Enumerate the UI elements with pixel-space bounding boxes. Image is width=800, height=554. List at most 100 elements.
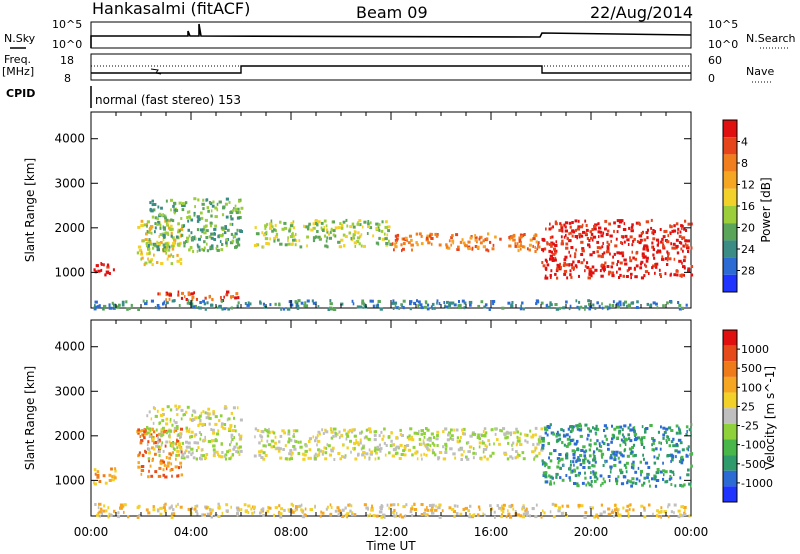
echo-cell (139, 441, 143, 445)
echo-cell (204, 411, 207, 415)
echo-cell (361, 299, 365, 303)
echo-cell (614, 244, 618, 248)
echo-cell (217, 453, 220, 457)
echo-cell (608, 270, 612, 274)
echo-cell (426, 506, 428, 510)
echo-cell (168, 219, 171, 223)
echo-cell (474, 238, 478, 242)
echo-cell (170, 515, 174, 519)
echo-cell (160, 443, 163, 447)
echo-cell (686, 473, 690, 477)
colorbar-tick-label: 100 (741, 381, 762, 394)
echo-cell (144, 302, 148, 306)
velocity-x-ticks (90, 320, 692, 516)
echo-cell (569, 239, 572, 243)
echo-cell (589, 270, 593, 274)
echo-cell (554, 272, 557, 276)
echo-cell (445, 444, 448, 448)
echo-cell (611, 304, 615, 307)
echo-cell (236, 512, 239, 515)
echo-cell (669, 475, 672, 478)
echo-cell (358, 223, 362, 227)
echo-cell (202, 410, 205, 414)
echo-cell (210, 515, 214, 519)
echo-cell (598, 449, 601, 453)
echo-cell (652, 264, 656, 268)
echo-cell (164, 444, 167, 448)
echo-cell (576, 227, 580, 231)
y-tick-label: 4000 (54, 132, 85, 146)
echo-cell (633, 432, 638, 436)
echo-cell (580, 424, 582, 428)
echo-cell (673, 246, 676, 250)
echo-cell (602, 442, 606, 445)
echo-cell (409, 427, 413, 431)
echo-cell (519, 514, 523, 518)
echo-cell (430, 508, 434, 512)
echo-cell (534, 245, 536, 249)
echo-cell (154, 452, 157, 456)
echo-cell (667, 252, 670, 256)
echo-cell (398, 457, 402, 460)
echo-cell (125, 300, 128, 304)
echo-cell (512, 507, 515, 511)
echo-cell (662, 436, 665, 440)
echo-cell (147, 257, 149, 261)
echo-cell (600, 449, 603, 453)
echo-cell (606, 249, 610, 253)
echo-cell (606, 307, 609, 311)
echo-cell (667, 438, 671, 441)
echo-cell (118, 303, 121, 307)
echo-cell (643, 515, 647, 519)
echo-cell (175, 407, 178, 411)
echo-cell (645, 427, 649, 430)
echo-cell (301, 515, 306, 519)
echo-cell (172, 204, 175, 208)
echo-cell (334, 434, 338, 438)
echo-cell (588, 305, 592, 308)
echo-cell (146, 426, 149, 429)
echo-cell (667, 234, 670, 238)
echo-cell (210, 236, 214, 240)
echo-cell (420, 513, 424, 516)
echo-cell (627, 437, 631, 441)
echo-cell (503, 452, 508, 456)
echo-cell (334, 234, 337, 238)
echo-cell (426, 428, 430, 432)
echo-cell (96, 470, 100, 474)
echo-cell (436, 444, 439, 447)
echo-cell (637, 436, 641, 440)
echo-cell (168, 434, 171, 438)
echo-cell (686, 244, 689, 248)
echo-cell (234, 232, 238, 236)
echo-cell (578, 307, 581, 311)
echo-cell (677, 227, 680, 231)
echo-cell (586, 237, 590, 240)
echo-cell (214, 422, 218, 426)
echo-cell (344, 235, 348, 238)
echo-cell (669, 273, 672, 277)
echo-cell (230, 505, 232, 509)
echo-cell (211, 508, 214, 512)
echo-cell (660, 425, 662, 429)
echo-cell (420, 429, 424, 433)
echo-cell (429, 232, 433, 236)
echo-cell (156, 409, 159, 413)
echo-cell (673, 273, 677, 277)
echo-cell (591, 238, 594, 242)
echo-cell (310, 228, 314, 232)
echo-cell (207, 407, 211, 411)
echo-cell (367, 222, 370, 226)
echo-cell (295, 429, 299, 433)
echo-cell (237, 243, 241, 247)
echo-cell (210, 214, 213, 218)
echo-cell (150, 417, 153, 421)
echo-cell (593, 454, 596, 458)
echo-cell (200, 411, 203, 415)
echo-cell (136, 251, 140, 255)
echo-cell (167, 429, 170, 433)
echo-cell (383, 232, 386, 236)
echo-cell (400, 434, 404, 437)
echo-cell (369, 221, 372, 225)
echo-cell (609, 234, 613, 238)
